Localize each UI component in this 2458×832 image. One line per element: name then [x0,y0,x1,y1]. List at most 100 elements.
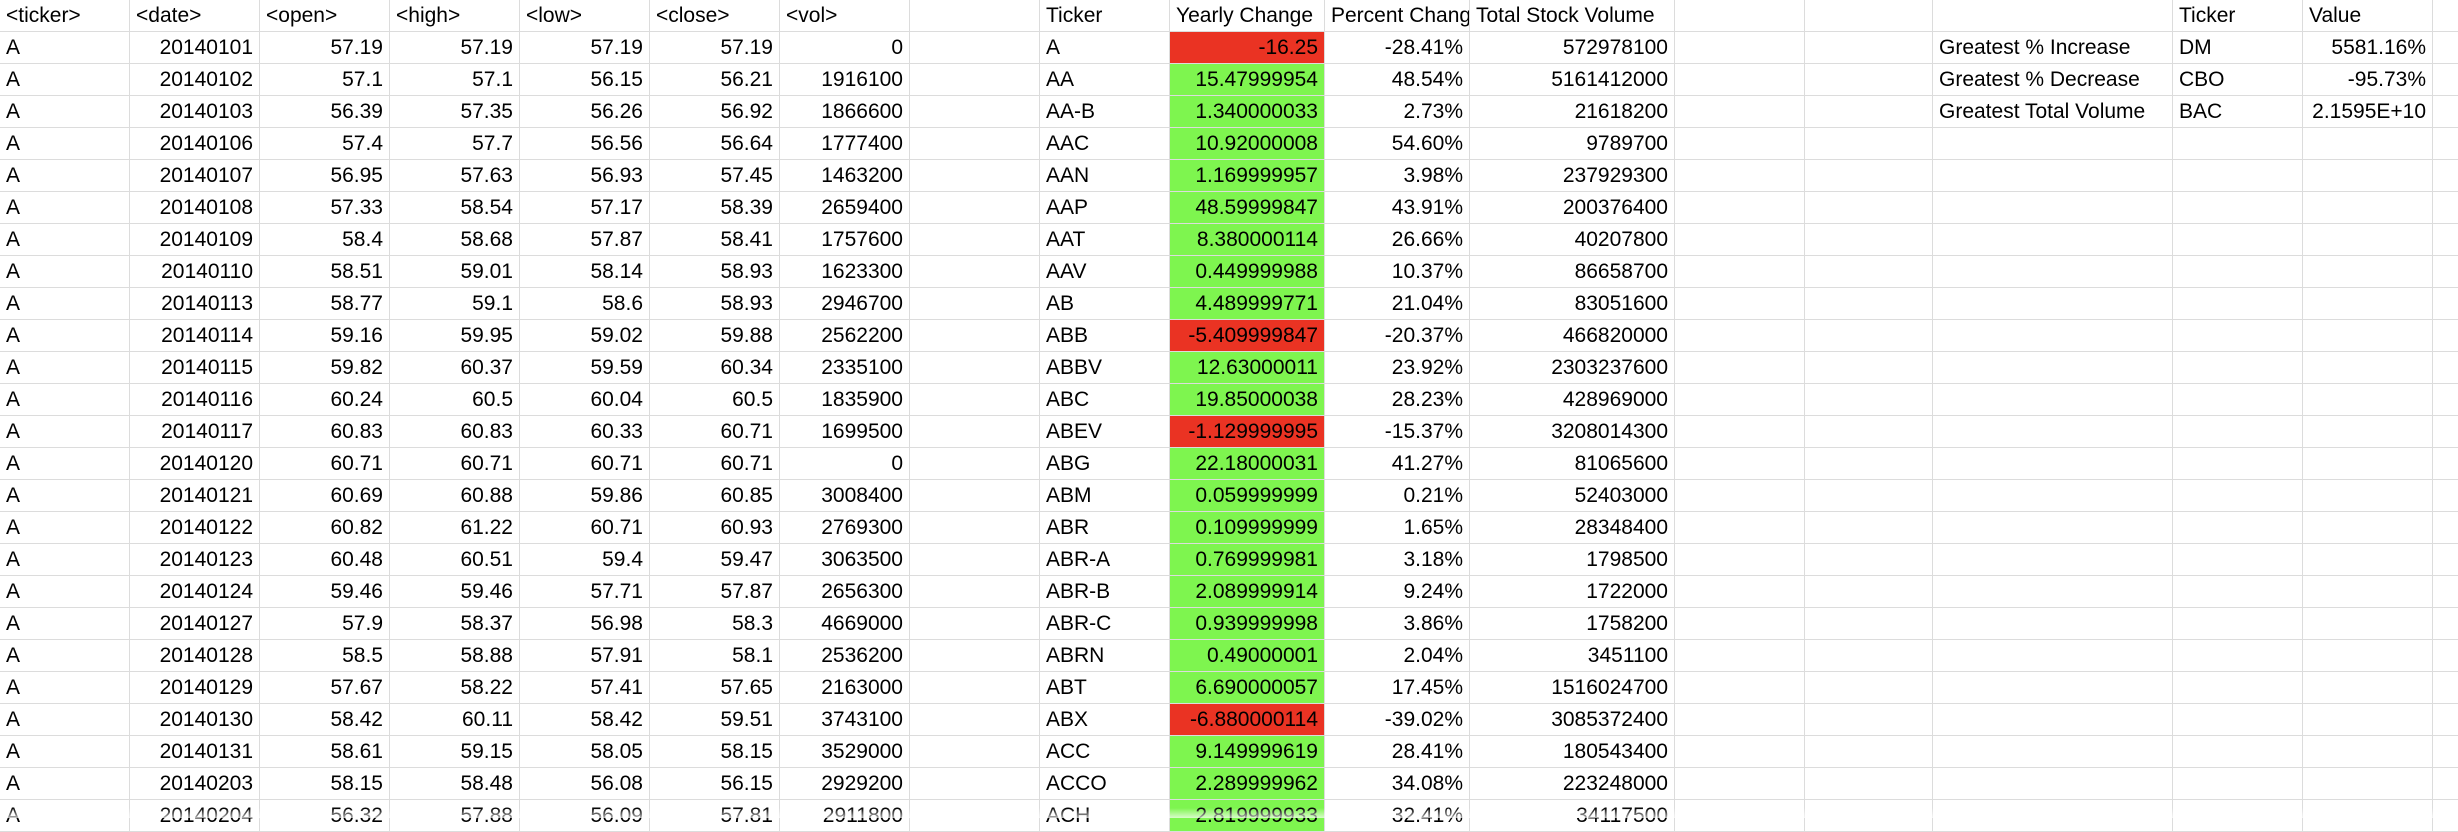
empty-cell[interactable] [2173,192,2303,224]
raw-cell[interactable]: 58.1 [650,640,780,672]
empty-cell[interactable] [1933,416,2173,448]
empty-cell[interactable] [1675,128,1805,160]
empty-cell[interactable] [1675,768,1805,800]
raw-cell[interactable]: 2163000 [780,672,910,704]
raw-cell[interactable]: 1463200 [780,160,910,192]
summary-cell[interactable]: ABT [1040,672,1170,704]
empty-cell[interactable] [2173,480,2303,512]
raw-cell[interactable]: 3008400 [780,480,910,512]
raw-cell[interactable]: 58.42 [260,704,390,736]
raw-cell[interactable]: 1916100 [780,64,910,96]
raw-cell[interactable]: 57.45 [650,160,780,192]
raw-cell[interactable]: 0 [780,32,910,64]
yearly-change-cell[interactable]: 8.380000114 [1170,224,1325,256]
greatest-cell[interactable]: Greatest % Increase [1933,32,2173,64]
summary-cell[interactable]: AAT [1040,224,1170,256]
raw-cell[interactable]: 60.69 [260,480,390,512]
raw-cell[interactable]: A [0,640,130,672]
empty-cell[interactable] [910,416,1040,448]
header-cell[interactable]: Percent Change [1325,0,1470,32]
empty-cell[interactable] [910,736,1040,768]
raw-cell[interactable]: 59.95 [390,320,520,352]
yearly-change-cell[interactable]: 12.63000011 [1170,352,1325,384]
empty-cell[interactable] [2303,224,2433,256]
empty-cell[interactable] [2433,32,2458,64]
empty-cell[interactable] [1933,384,2173,416]
empty-cell[interactable] [2173,768,2303,800]
summary-cell[interactable]: 5161412000 [1470,64,1675,96]
yearly-change-cell[interactable]: 48.59999847 [1170,192,1325,224]
header-cell[interactable]: <low> [520,0,650,32]
empty-cell[interactable] [1675,384,1805,416]
header-cell[interactable]: <high> [390,0,520,32]
summary-cell[interactable]: 48.54% [1325,64,1470,96]
raw-cell[interactable]: 59.47 [650,544,780,576]
raw-cell[interactable]: 60.88 [390,480,520,512]
raw-cell[interactable]: A [0,480,130,512]
empty-cell[interactable] [2433,64,2458,96]
raw-cell[interactable]: 2335100 [780,352,910,384]
raw-cell[interactable]: 20140130 [130,704,260,736]
summary-cell[interactable]: 200376400 [1470,192,1675,224]
raw-cell[interactable]: 60.04 [520,384,650,416]
raw-cell[interactable]: 58.5 [260,640,390,672]
header-cell[interactable]: <open> [260,0,390,32]
empty-cell[interactable] [1933,224,2173,256]
empty-cell[interactable] [2303,576,2433,608]
raw-cell[interactable]: 60.34 [650,352,780,384]
raw-cell[interactable]: 58.4 [260,224,390,256]
empty-cell[interactable] [2433,320,2458,352]
raw-cell[interactable]: 60.51 [390,544,520,576]
summary-cell[interactable]: 17.45% [1325,672,1470,704]
raw-cell[interactable]: 56.56 [520,128,650,160]
summary-cell[interactable]: 10.37% [1325,256,1470,288]
header-cell[interactable]: Yearly Change [1170,0,1325,32]
yearly-change-cell[interactable]: 0.449999988 [1170,256,1325,288]
greatest-cell[interactable]: Greatest Total Volume [1933,96,2173,128]
raw-cell[interactable]: 57.17 [520,192,650,224]
empty-cell[interactable] [1805,160,1933,192]
raw-cell[interactable]: 2659400 [780,192,910,224]
yearly-change-cell[interactable]: 0.109999999 [1170,512,1325,544]
empty-cell[interactable] [1805,608,1933,640]
empty-cell[interactable] [2433,288,2458,320]
empty-cell[interactable] [1805,352,1933,384]
summary-cell[interactable]: ABBV [1040,352,1170,384]
summary-cell[interactable]: ABR-B [1040,576,1170,608]
yearly-change-cell[interactable]: 0.939999998 [1170,608,1325,640]
header-cell[interactable] [1805,0,1933,32]
empty-cell[interactable] [910,768,1040,800]
summary-cell[interactable]: -28.41% [1325,32,1470,64]
empty-cell[interactable] [2433,128,2458,160]
empty-cell[interactable] [2303,736,2433,768]
raw-cell[interactable]: 59.46 [390,576,520,608]
empty-cell[interactable] [1933,320,2173,352]
empty-cell[interactable] [2303,416,2433,448]
summary-cell[interactable]: 26.66% [1325,224,1470,256]
header-cell[interactable]: <close> [650,0,780,32]
raw-cell[interactable]: 4669000 [780,608,910,640]
empty-cell[interactable] [1933,672,2173,704]
summary-cell[interactable]: 41.27% [1325,448,1470,480]
raw-cell[interactable]: 20140131 [130,736,260,768]
empty-cell[interactable] [1675,320,1805,352]
raw-cell[interactable]: A [0,320,130,352]
raw-cell[interactable]: 58.3 [650,608,780,640]
empty-cell[interactable] [2303,512,2433,544]
raw-cell[interactable]: 20140102 [130,64,260,96]
raw-cell[interactable]: 20140117 [130,416,260,448]
raw-cell[interactable]: 1699500 [780,416,910,448]
empty-cell[interactable] [910,384,1040,416]
raw-cell[interactable]: 56.08 [520,768,650,800]
summary-cell[interactable]: 40207800 [1470,224,1675,256]
yearly-change-cell[interactable]: 0.49000001 [1170,640,1325,672]
empty-cell[interactable] [2173,288,2303,320]
raw-cell[interactable]: 59.15 [390,736,520,768]
raw-cell[interactable]: 60.85 [650,480,780,512]
raw-cell[interactable]: 60.83 [390,416,520,448]
empty-cell[interactable] [1933,608,2173,640]
summary-cell[interactable]: ABRN [1040,640,1170,672]
raw-cell[interactable]: 20140128 [130,640,260,672]
raw-cell[interactable]: 57.1 [260,64,390,96]
